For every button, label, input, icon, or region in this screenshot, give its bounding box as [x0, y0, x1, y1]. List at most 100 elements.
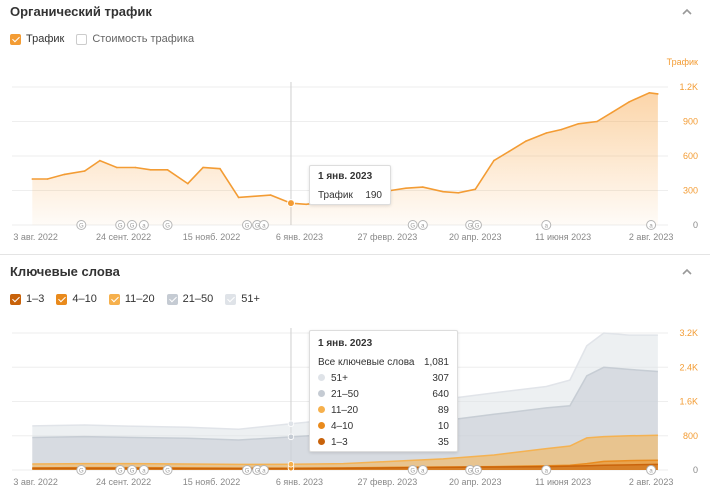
tooltip-row-value: 640 [432, 388, 449, 400]
marker-letter: a [262, 469, 266, 475]
google-update-marker-icon[interactable] [162, 465, 173, 475]
traffic-cost-checkbox[interactable] [76, 33, 88, 45]
data-point [237, 196, 240, 199]
hover-point [287, 433, 295, 441]
marker-letter: G [245, 224, 250, 230]
data-point [31, 178, 34, 180]
google-update-marker-icon[interactable] [407, 220, 418, 230]
collapse-traffic-chevron-icon[interactable] [680, 5, 694, 19]
google-update-marker-icon[interactable] [115, 220, 126, 230]
traffic-chart[interactable]: Трафик 0 300 600 900 1.2K 3 авг. 2022 24 сент. … [0, 55, 710, 260]
google-update-marker-icon[interactable] [115, 465, 126, 475]
tooltip-row-label: 1–3 [331, 436, 348, 448]
y-tick-label: 1.2K [679, 82, 698, 92]
annotation-marker-icon[interactable] [646, 220, 657, 230]
x-tick-label: 2 авг. 2023 [629, 477, 674, 487]
y-tick-label: 300 [683, 186, 698, 196]
legend-item-kw-0[interactable]: 1–3 [10, 293, 44, 305]
tooltip-row: 21–50 640 [318, 386, 449, 402]
marker-letter: a [421, 224, 425, 230]
legend-label: 11–20 [124, 293, 155, 305]
legend-label: 21–50 [182, 293, 214, 305]
legend-label: Трафик [26, 33, 65, 45]
legend-item-kw-4[interactable]: 51+ [225, 293, 260, 305]
tooltip-row-value: 10 [437, 420, 449, 432]
data-point [474, 188, 477, 191]
legend-item-traffic-cost[interactable]: Стоимость трафика [76, 33, 194, 45]
annotation-marker-icon[interactable] [258, 465, 269, 475]
tooltip-row-label: 11–20 [331, 404, 359, 416]
x-tick-label: 24 сент. 2022 [96, 232, 151, 242]
google-update-marker-icon[interactable] [127, 220, 138, 230]
data-point [457, 192, 460, 194]
google-update-marker-icon[interactable] [162, 220, 173, 230]
google-update-marker-icon[interactable] [407, 465, 418, 475]
series-area [32, 367, 658, 470]
y-axis-title: Трафик [667, 57, 698, 67]
tooltip-row: 4–10 10 [318, 418, 449, 434]
data-point [596, 120, 598, 123]
x-tick-label: 20 апр. 2023 [449, 232, 501, 242]
traffic-checkbox[interactable] [10, 33, 21, 45]
series-dot-icon [318, 405, 325, 413]
tooltip-date: 1 янв. 2023 [318, 171, 373, 182]
marker-letter: a [142, 224, 146, 230]
data-point [116, 166, 118, 169]
google-update-marker-icon[interactable] [471, 465, 482, 475]
marker-letter: a [649, 469, 653, 475]
data-point [149, 169, 152, 171]
traffic-area [32, 92, 658, 225]
legend-item-kw-2[interactable]: 11–20 [108, 293, 155, 305]
collapse-keywords-chevron-icon[interactable] [680, 265, 694, 279]
data-point [648, 91, 651, 94]
data-point [134, 166, 137, 169]
annotation-marker-icon[interactable] [417, 465, 428, 475]
hover-point [287, 461, 295, 468]
x-tick-label: 6 янв. 2023 [276, 232, 323, 242]
annotation-marker-icon[interactable] [138, 465, 149, 475]
legend-checkbox[interactable] [225, 293, 237, 305]
data-point [577, 123, 580, 125]
marker-letter: a [649, 224, 653, 230]
x-tick-label: 11 июня 2023 [535, 232, 591, 242]
marker-letter: G [118, 224, 123, 230]
legend-item-traffic[interactable]: Трафик [10, 33, 64, 45]
legend-item-kw-3[interactable]: 21–50 [166, 293, 214, 305]
annotation-marker-icon[interactable] [417, 220, 428, 230]
data-point [525, 140, 527, 142]
annotation-marker-icon[interactable] [541, 220, 552, 230]
google-update-marker-icon[interactable] [76, 220, 87, 230]
data-point [83, 170, 86, 172]
legend-checkbox[interactable] [10, 293, 21, 305]
legend-item-kw-1[interactable]: 4–10 [56, 293, 97, 305]
legend-checkbox[interactable] [56, 293, 68, 305]
marker-letter: G [475, 469, 480, 475]
tooltip-label: Трафик [318, 189, 353, 201]
google-update-marker-icon[interactable] [127, 465, 138, 475]
data-point [493, 159, 495, 162]
data-point [187, 182, 189, 185]
marker-letter: a [545, 469, 549, 475]
keywords-legend: 1–3 4–10 11–20 21–50 51+ [10, 293, 272, 305]
x-tick-label: 27 февр. 2023 [357, 232, 417, 242]
y-tick-label: 800 [683, 431, 698, 441]
marker-letter: G [79, 224, 84, 230]
annotation-marker-icon[interactable] [646, 465, 657, 475]
google-update-marker-icon[interactable] [242, 220, 253, 230]
google-update-marker-icon[interactable] [242, 465, 253, 475]
google-update-marker-icon[interactable] [76, 465, 87, 475]
google-update-marker-icon[interactable] [471, 220, 482, 230]
legend-checkbox[interactable] [166, 293, 178, 305]
traffic-panel-title: Органический трафик [10, 4, 152, 19]
marker-letter: G [410, 224, 415, 230]
panel-divider [0, 254, 710, 255]
annotation-marker-icon[interactable] [258, 220, 269, 230]
tooltip-rows: 51+ 307 21–50 640 11–20 89 4–10 10 1–3 35 [318, 370, 449, 450]
legend-checkbox[interactable] [108, 293, 120, 305]
y-tick-label: 3.2K [679, 328, 698, 338]
marker-letter: G [410, 469, 415, 475]
annotation-marker-icon[interactable] [541, 465, 552, 475]
marker-letter: G [475, 224, 480, 230]
tooltip-row: 51+ 307 [318, 370, 449, 386]
annotation-marker-icon[interactable] [138, 220, 149, 230]
